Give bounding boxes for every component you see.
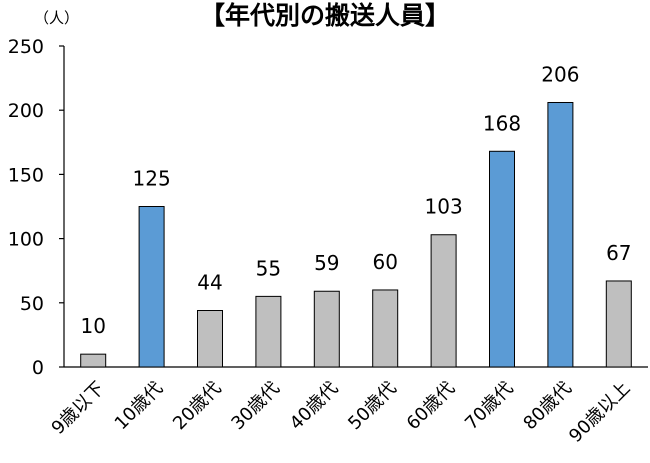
y-tick-label: 50: [20, 293, 44, 315]
bar-value-label: 67: [606, 241, 631, 265]
value-labels: 10 125 44 55 59 60 103 168 206 67: [80, 62, 631, 338]
bar: [313, 290, 340, 368]
bar-value-label: 103: [425, 195, 463, 219]
x-tick-label: 70歳代: [461, 378, 518, 435]
x-tick-label: 90歳以上: [565, 378, 634, 447]
x-tick-label: 20歳代: [169, 378, 226, 435]
x-tick-label: 80歳代: [519, 378, 576, 435]
y-tick-label: 250: [8, 36, 44, 58]
chart-title: 【年代別の搬送人員】: [200, 1, 450, 30]
bar-value-label: 125: [133, 167, 171, 191]
bar: [197, 310, 223, 368]
bars: [80, 101, 632, 368]
x-tick-label: 60歳代: [403, 378, 460, 435]
bar-value-label: 10: [80, 314, 105, 338]
bar: [489, 150, 515, 368]
y-tick-label: 200: [8, 100, 44, 122]
y-tick-label: 100: [8, 229, 44, 251]
bar-value-label: 206: [541, 62, 579, 86]
bar-value-label: 60: [372, 250, 397, 274]
bar-value-label: 55: [256, 256, 281, 280]
y-unit-label: （人）: [34, 9, 79, 27]
y-tick-label: 150: [8, 164, 44, 186]
bar: [605, 280, 632, 368]
x-tick-labels: 9歳以下 10歳代 20歳代 30歳代 40歳代 50歳代 60歳代 70歳代 80歳代90歳以…: [48, 378, 635, 447]
bar: [138, 206, 165, 368]
x-tick-label: 9歳以下: [48, 378, 109, 439]
bar-value-label: 44: [197, 271, 222, 295]
bar: [255, 295, 282, 368]
x-tick-label: 30歳代: [227, 378, 284, 435]
bar-value-label: 168: [483, 111, 521, 135]
x-tick-label: 40歳代: [286, 378, 343, 435]
x-tick-label: 10歳代: [111, 378, 168, 435]
bar: [430, 234, 457, 368]
y-tick-label: 0: [32, 357, 44, 379]
x-tick-label: 50歳代: [344, 378, 401, 435]
y-axis: 0 50 100 150 200 250: [8, 36, 65, 379]
bar: [80, 353, 107, 368]
bar-value-label: 59: [314, 251, 339, 275]
bar: [547, 101, 574, 368]
bar: [372, 289, 399, 368]
